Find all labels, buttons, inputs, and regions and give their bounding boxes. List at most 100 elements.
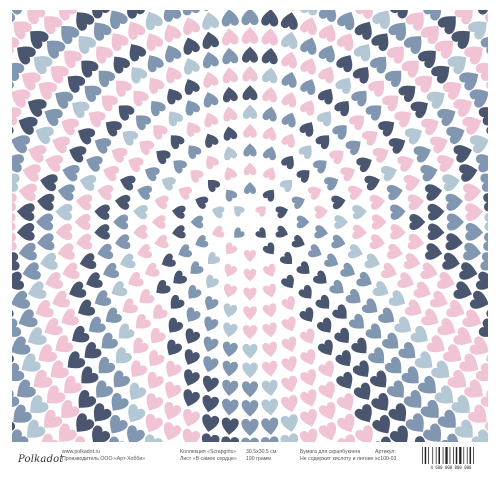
heart-icon xyxy=(98,70,116,88)
heart-icon xyxy=(114,194,131,210)
heart-icon xyxy=(279,251,293,265)
heart-icon xyxy=(462,309,482,328)
heart-icon xyxy=(263,263,276,277)
heart-icon xyxy=(425,184,443,201)
heart-icon xyxy=(347,244,363,259)
heart-icon xyxy=(243,268,257,282)
heart-icon xyxy=(204,112,219,128)
heart-icon xyxy=(243,143,257,157)
heart-icon xyxy=(44,108,63,127)
heart-icon xyxy=(331,195,346,210)
heart-icon xyxy=(300,78,316,95)
heart-icon xyxy=(314,225,328,239)
heart-icon xyxy=(480,389,488,408)
heart-icon xyxy=(340,167,356,182)
heart-icon xyxy=(468,21,487,40)
heart-icon xyxy=(398,342,416,359)
heart-icon xyxy=(12,271,25,290)
heart-icon xyxy=(69,281,87,298)
heart-icon xyxy=(22,262,41,280)
heart-icon xyxy=(145,413,163,433)
heart-icon xyxy=(468,404,487,423)
heart-icon xyxy=(94,138,112,154)
heart-icon xyxy=(185,328,201,344)
heart-icon xyxy=(12,290,31,309)
article-code: sc100-03 xyxy=(375,456,397,462)
heart-icon xyxy=(30,395,49,414)
heart-icon xyxy=(262,126,277,141)
heart-icon xyxy=(279,179,293,193)
heart-icon xyxy=(79,174,97,191)
heart-icon xyxy=(334,327,350,343)
heart-icon xyxy=(173,270,187,284)
heart-icon xyxy=(211,225,225,238)
paper-note-text: Не содержит кислоту и лигнин xyxy=(300,456,374,462)
heart-icon xyxy=(465,223,484,241)
heart-icon xyxy=(18,309,38,328)
heart-icon xyxy=(436,272,455,289)
producer-info: www.polkadot.ru Производитель ООО «Арт-Х… xyxy=(62,449,145,463)
heart-icon xyxy=(150,101,166,117)
heart-icon xyxy=(329,150,344,165)
heart-icon xyxy=(46,385,66,404)
heart-icon xyxy=(12,318,22,337)
heart-icon xyxy=(281,336,297,353)
heart-icon xyxy=(475,271,488,290)
heart-icon xyxy=(394,316,412,333)
heart-icon xyxy=(261,28,278,46)
heart-icon xyxy=(404,299,422,316)
heart-icon xyxy=(471,429,488,442)
heart-icon xyxy=(195,196,209,209)
heart-icon xyxy=(201,10,220,11)
heart-icon xyxy=(222,360,239,377)
heart-icon xyxy=(345,140,361,156)
heart-icon xyxy=(94,224,110,240)
heart-icon xyxy=(299,328,315,344)
heart-icon xyxy=(368,347,385,364)
heart-icon xyxy=(332,125,347,140)
heart-icon xyxy=(146,33,164,51)
heart-icon xyxy=(300,349,316,366)
heart-icon xyxy=(423,423,442,442)
heart-icon xyxy=(129,382,147,400)
heart-icon xyxy=(298,285,312,299)
heart-icon xyxy=(40,174,58,192)
heart-icon xyxy=(103,165,120,182)
heart-icon xyxy=(122,298,139,314)
heart-icon xyxy=(149,350,165,367)
barcode-bar xyxy=(428,447,429,464)
heart-icon xyxy=(88,316,106,333)
heart-icon xyxy=(442,344,462,362)
heart-icon xyxy=(480,252,488,271)
heart-icon xyxy=(221,436,240,442)
heart-icon xyxy=(318,381,335,399)
heart-icon xyxy=(299,10,318,16)
heart-icon xyxy=(27,99,47,117)
heart-icon xyxy=(38,82,58,100)
heart-icon xyxy=(352,66,369,84)
heart-icon xyxy=(150,327,166,343)
heart-icon xyxy=(368,80,385,97)
heart-icon xyxy=(261,67,278,84)
heart-icon xyxy=(115,80,132,97)
heart-icon xyxy=(178,186,193,200)
heart-icon xyxy=(163,422,182,441)
heart-icon xyxy=(183,37,200,55)
heart-icon xyxy=(378,121,395,137)
heart-icon xyxy=(317,88,333,105)
heart-icon xyxy=(390,224,406,240)
heart-icon xyxy=(427,223,445,241)
heart-icon xyxy=(407,233,425,250)
heart-icon xyxy=(484,212,488,232)
heart-icon xyxy=(447,56,467,75)
heart-icon xyxy=(75,194,93,211)
heart-icon xyxy=(281,356,297,373)
heart-icon xyxy=(52,290,70,308)
heart-icon xyxy=(300,389,317,407)
heart-icon xyxy=(131,360,148,378)
heart-icon xyxy=(78,36,97,54)
heart-icon xyxy=(161,253,176,267)
heart-icon xyxy=(451,395,470,414)
barcode-bar xyxy=(435,447,437,464)
heart-icon xyxy=(372,281,389,297)
